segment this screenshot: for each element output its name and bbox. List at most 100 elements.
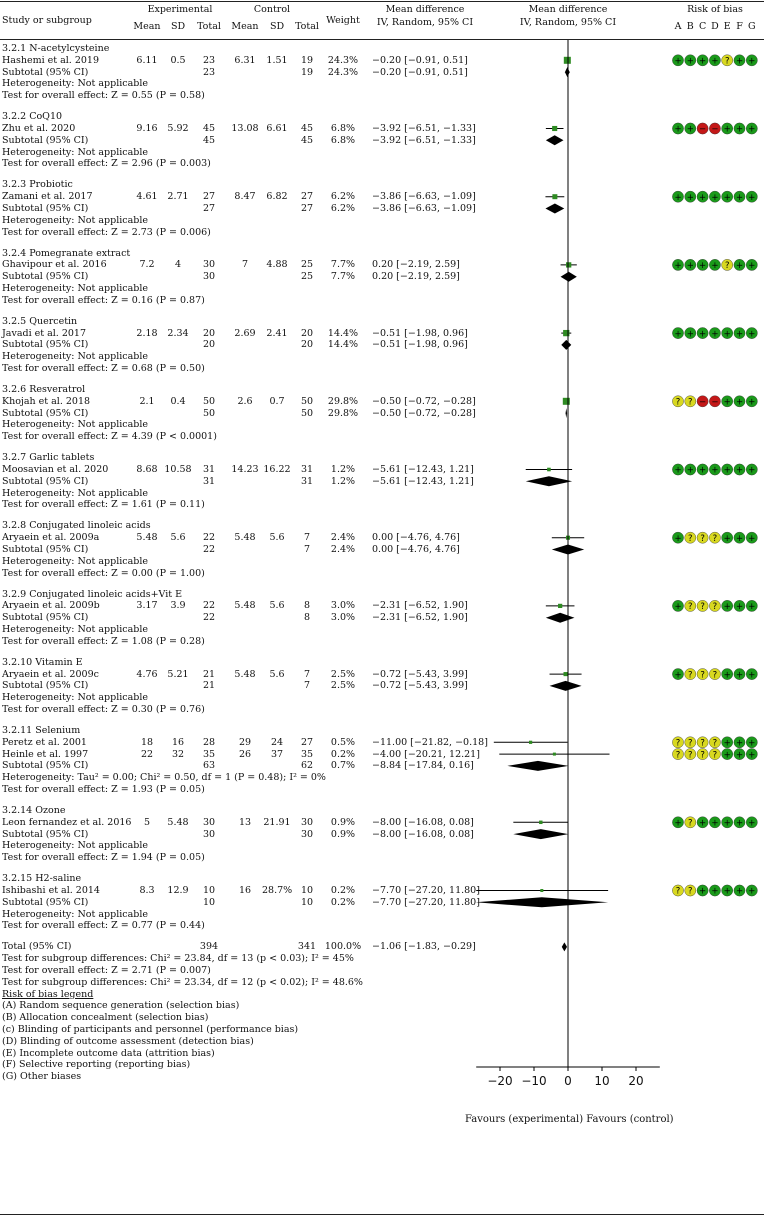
total-label: Total (95% CI) [2, 941, 72, 953]
rob-symbol: + [724, 602, 731, 612]
study-effect-box [552, 125, 558, 132]
study-ct: 27 [300, 736, 314, 748]
subtotal-label: Subtotal (95% CI) [2, 271, 89, 283]
header-rob-letter-D: D [711, 21, 719, 32]
study-em: 7.2 [139, 259, 155, 271]
study-ci: −8.00 [−16.08, 0.08] [372, 816, 474, 828]
x-tick-label: −10 [521, 1074, 547, 1088]
rob-circle [696, 884, 709, 897]
subtotal-ct: 27 [300, 203, 314, 214]
rob-circle [746, 531, 758, 544]
total-et: 394 [199, 941, 219, 953]
subtotal-et: 10 [202, 896, 216, 908]
header-rob-title: Risk of bias [687, 4, 743, 15]
subtotal-ct: 31 [300, 475, 314, 487]
rob-symbol: + [687, 466, 694, 476]
subtotal-ci: −3.92 [−6.51, −1.33] [372, 134, 476, 146]
study-esd: 5.6 [170, 532, 186, 544]
rob-symbol: + [674, 329, 681, 339]
rob-circle [696, 600, 709, 612]
rob-circle [721, 122, 734, 135]
rob-circle [696, 327, 709, 339]
study-effect-box [562, 397, 570, 405]
study-ct: 31 [300, 464, 314, 475]
rob-symbol: − [711, 398, 718, 408]
rob-circle [709, 600, 721, 612]
study-cm: 5.48 [234, 600, 256, 612]
study-effect-box [563, 672, 568, 677]
subtotal-diamond [507, 760, 569, 771]
subtotal-ct: 8 [303, 612, 311, 624]
study-name: Hashemi et al. 2019 [2, 54, 100, 66]
subtotal-ct: 25 [300, 271, 314, 283]
rob-symbol: + [748, 819, 755, 829]
rob-circle [709, 259, 721, 271]
overall-effect-text: Test for overall effect: Z = 0.30 (P = 0… [2, 704, 205, 715]
rob-symbol: + [724, 887, 731, 897]
study-name: Aryaein et al. 2009c [2, 668, 99, 680]
rob-circle [684, 259, 697, 271]
study-cm: 2.6 [237, 395, 253, 407]
subtotal-label: Subtotal (95% CI) [2, 475, 89, 487]
rob-symbol: + [724, 466, 731, 476]
study-ci: −0.50 [−0.72, −0.28] [372, 395, 476, 407]
rob-circle [746, 122, 758, 135]
study-w: 0.5% [330, 736, 356, 748]
rob-circle [746, 668, 758, 680]
rob-circle [721, 600, 734, 612]
rob-circle [733, 600, 746, 612]
subtotal-diamond [564, 67, 570, 78]
rob-circle [746, 884, 758, 897]
subtotal-et: 22 [202, 612, 216, 624]
subtotal-weight: 14.4% [327, 339, 359, 351]
x-tick-label: −20 [487, 1074, 513, 1088]
bottom-rule [0, 1214, 764, 1215]
rob-circle [672, 748, 684, 760]
rob-circle [672, 259, 684, 271]
rob-circle [746, 600, 758, 612]
study-esd: 3.9 [170, 600, 186, 612]
study-ct: 19 [300, 54, 314, 66]
study-w: 6.8% [330, 123, 356, 134]
header-rob-letter-B: B [686, 21, 694, 32]
rob-circle [721, 884, 734, 897]
subtotal-ct: 10 [300, 896, 314, 908]
study-esd: 32 [171, 748, 185, 760]
subtotal-weight: 24.3% [327, 66, 359, 78]
header-control: Control [253, 4, 291, 15]
header-study: Study or subgroup [2, 15, 92, 26]
study-effect-box [539, 820, 543, 825]
subtotal-label: Subtotal (95% CI) [2, 134, 89, 146]
study-csd: 28.7% [262, 885, 293, 896]
rob-symbol: + [699, 261, 706, 271]
study-cm: 29 [238, 736, 252, 748]
subtotal-label: Subtotal (95% CI) [2, 760, 89, 772]
rob-symbol: + [748, 466, 755, 476]
rob-circle [746, 463, 758, 476]
subtotal-et: 23 [202, 66, 216, 78]
total-weight: 100.0% [324, 941, 362, 953]
rob-symbol: + [724, 739, 731, 749]
subtotal-ci: 0.00 [−4.76, 4.76] [372, 544, 460, 555]
heterogeneity-text: Heterogeneity: Not applicable [2, 419, 148, 431]
header-rob-letter-G: G [748, 21, 756, 32]
rob-symbol: ? [700, 750, 705, 760]
x-tick-label: 10 [594, 1074, 610, 1088]
study-w: 0.9% [330, 816, 356, 828]
rob-circle [684, 463, 697, 476]
rob-circle [733, 259, 746, 271]
study-ct: 10 [300, 885, 314, 896]
subtotal-et: 31 [202, 475, 216, 487]
rob-symbol: ? [676, 739, 681, 749]
header-rule [0, 39, 764, 40]
subtotal-ci: −7.70 [−27.20, 11.80] [372, 896, 480, 908]
rob-circle [709, 463, 721, 476]
rob-symbol: + [736, 398, 743, 408]
rob-circle [696, 395, 709, 408]
overall-effect-text: Test for overall effect: Z = 0.68 (P = 0… [2, 363, 205, 374]
subtotal-et: 30 [202, 828, 216, 840]
rob-circle [696, 190, 709, 203]
study-csd: 6.61 [266, 123, 288, 134]
rob-symbol: ? [688, 750, 693, 760]
study-cm: 5.48 [234, 532, 256, 544]
